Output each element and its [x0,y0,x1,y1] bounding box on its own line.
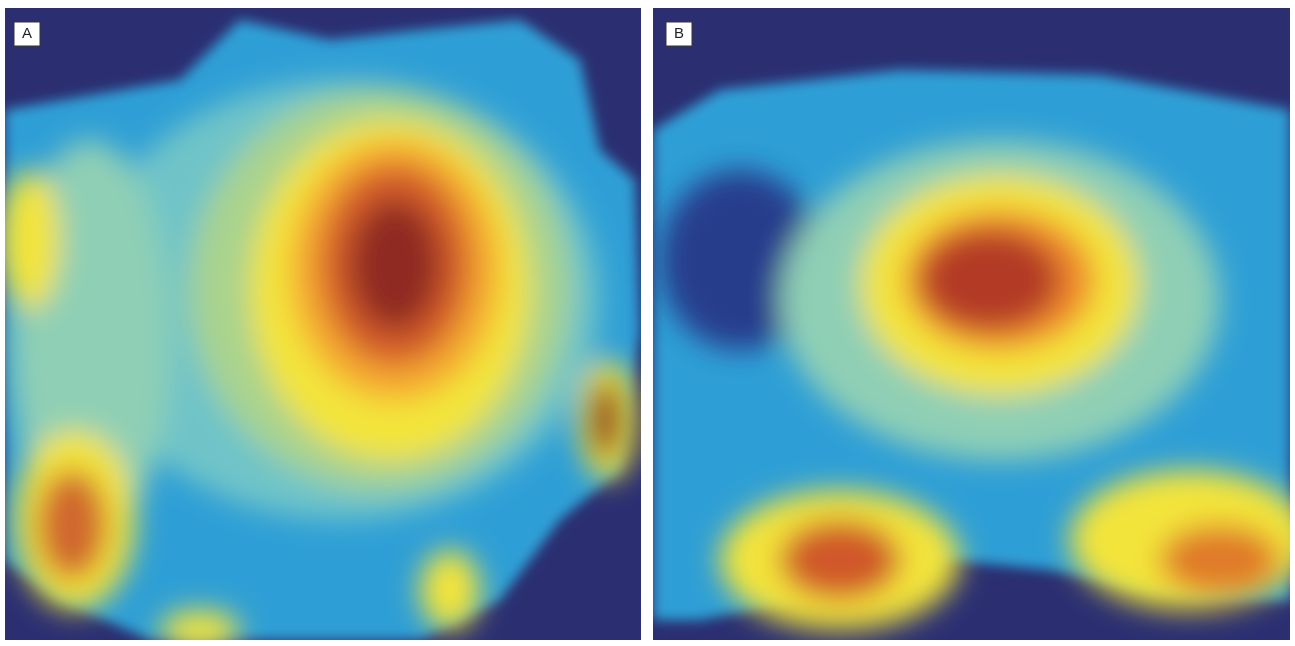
panel-b: B [653,8,1295,640]
page: {"panels": [{"label": "A"}, {"label": "B… [0,0,1295,646]
panel-label: B [674,25,684,42]
panel-a: A [0,8,641,646]
figure: A B [0,0,1295,646]
panel-label: A [22,25,32,42]
